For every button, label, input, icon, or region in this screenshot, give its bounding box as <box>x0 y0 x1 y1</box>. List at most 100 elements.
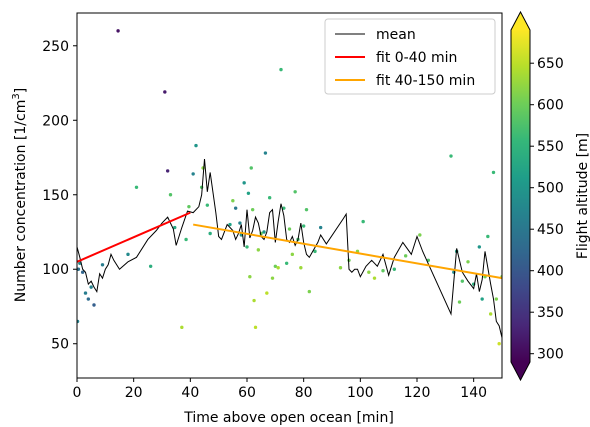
colorbar: 300 350 400 450 500 550 600 650 Flight altitude… <box>510 10 590 382</box>
colorbar-label: Flight altitude [m] <box>575 133 590 259</box>
scatter-point <box>290 252 295 257</box>
colorbar-tick-label: 500 <box>537 181 564 197</box>
scatter-point <box>284 261 289 265</box>
scatter-point <box>86 297 91 301</box>
scatter-point <box>276 266 280 270</box>
scatter-point <box>126 252 130 257</box>
scatter-point <box>248 274 252 279</box>
scatter-point <box>480 297 484 301</box>
scatter-point <box>477 245 482 249</box>
legend: mean fit 0-40 min fit 40-150 min <box>324 18 496 95</box>
scatter-point <box>184 237 188 242</box>
scatter-point <box>488 312 493 316</box>
x-tick-label: 140 <box>460 385 487 401</box>
legend-mean-label: mean <box>376 27 416 43</box>
plot-frame <box>76 12 503 379</box>
scatter-point <box>367 270 371 274</box>
x-tick-label: 100 <box>347 385 374 401</box>
x-tick-label: 40 <box>181 385 199 401</box>
scatter-point <box>466 260 470 264</box>
scatter-point <box>205 203 210 207</box>
colorbar-tick-label: 400 <box>537 264 564 280</box>
scatter-point <box>180 325 184 330</box>
scatter-point <box>187 204 191 209</box>
scatter-point <box>491 170 496 175</box>
scatter-point <box>80 270 85 274</box>
scatter-point <box>249 166 253 170</box>
scatter-point <box>338 266 343 270</box>
scatter-point <box>361 219 365 224</box>
scatter-point <box>194 143 198 148</box>
scatter-point <box>231 199 235 203</box>
scatter-point <box>100 263 105 267</box>
scatter-point <box>494 297 499 301</box>
scatter-point <box>83 291 88 295</box>
scatter-point <box>287 227 292 231</box>
y-tick-label: 100 <box>42 262 69 278</box>
scatter-point <box>381 269 385 273</box>
x-tick-label: 20 <box>125 385 143 401</box>
scatter-point <box>253 325 258 330</box>
scatter-point <box>263 151 268 155</box>
scatter-point <box>301 224 306 228</box>
scatter-point <box>233 206 238 210</box>
fit-40-150-line <box>192 223 502 280</box>
x-tick-label: 80 <box>295 385 313 401</box>
fit-0-40-line <box>77 211 191 263</box>
scatter-point <box>256 248 261 252</box>
x-axis-ticks: 0 20 40 60 80 100 120 140 <box>73 378 487 401</box>
y-tick-label: 250 <box>42 39 69 55</box>
scatter-point <box>282 206 286 210</box>
y-axis-label: Number concentration [1/cm3] <box>11 88 29 302</box>
y-tick-label: 200 <box>42 113 69 129</box>
scatter-point <box>163 90 167 94</box>
x-tick-label: 0 <box>73 385 82 401</box>
scatter-point <box>89 285 93 289</box>
scatter-point <box>372 276 377 280</box>
scatter-point <box>77 319 80 324</box>
scatter-point <box>313 249 317 254</box>
scatter-point <box>228 222 232 227</box>
colorbar-extend-bottom <box>511 362 530 380</box>
colorbar-bar <box>511 30 530 362</box>
scatter-point <box>238 221 242 225</box>
scatter-point <box>250 207 255 212</box>
scatter-point <box>92 303 96 307</box>
scatter-point <box>148 264 153 268</box>
colorbar-extend-top <box>511 12 530 30</box>
scatter-point <box>497 342 501 346</box>
scatter-point <box>116 29 120 33</box>
legend-fit-0-40-label: fit 0-40 min <box>376 50 457 66</box>
scatter-point <box>273 264 278 268</box>
colorbar-tick-label: 600 <box>537 98 564 114</box>
colorbar-tick-label: 550 <box>537 139 564 155</box>
colorbar-tick-label: 650 <box>537 56 564 72</box>
scatter-point <box>242 181 246 185</box>
scatter-point <box>418 233 422 237</box>
legend-fit-40-150-label: fit 40-150 min <box>376 73 475 89</box>
scatter-point <box>403 254 408 258</box>
colorbar-tick-label: 450 <box>537 222 564 238</box>
scatter-point <box>246 191 251 195</box>
colorbar-tick-label: 350 <box>537 305 564 321</box>
y-tick-label: 50 <box>51 337 69 353</box>
scatter-point <box>293 190 297 194</box>
scatter-point <box>449 154 453 158</box>
x-axis-label: Time above open ocean [min] <box>183 410 394 426</box>
x-tick-label: 60 <box>238 385 256 401</box>
scatter-point <box>165 169 170 173</box>
scatter-point <box>173 225 177 230</box>
mean-line <box>77 158 502 338</box>
scatter-point <box>267 196 272 200</box>
scatter-point <box>134 185 139 190</box>
scatter-point <box>304 207 309 212</box>
scatter-point <box>191 172 195 176</box>
y-tick-label: 150 <box>42 188 69 204</box>
scatter-point <box>299 266 303 270</box>
scatter-point <box>208 231 212 236</box>
scatter-point <box>392 267 397 271</box>
scatter-point <box>457 300 462 304</box>
scatter-point <box>486 234 490 239</box>
scatter-point <box>270 276 275 280</box>
